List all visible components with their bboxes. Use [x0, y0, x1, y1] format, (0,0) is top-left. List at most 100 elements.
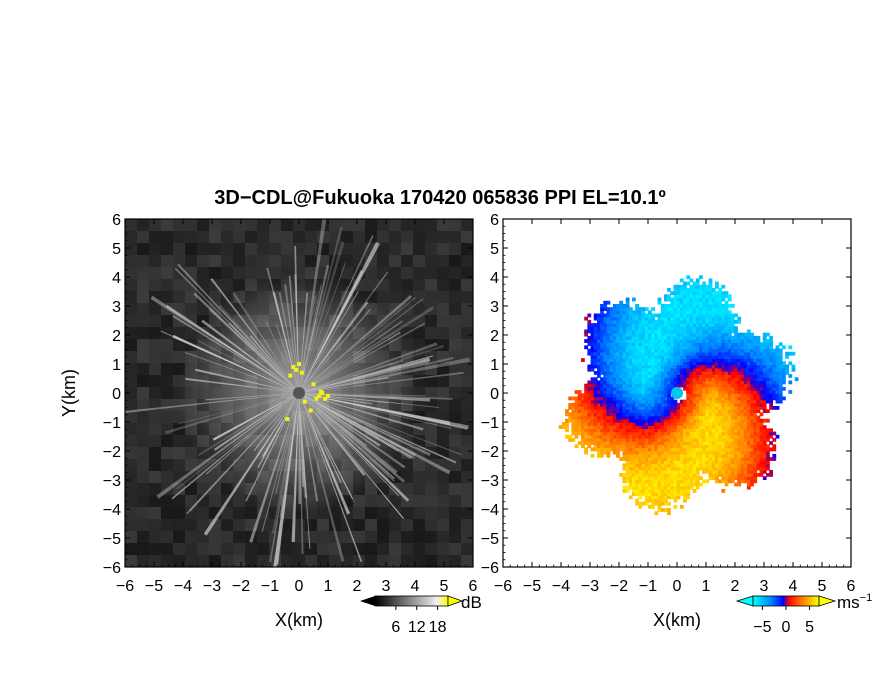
velocity-cell — [606, 335, 611, 340]
velocity-cell — [730, 348, 735, 353]
velocity-cell — [702, 335, 706, 340]
velocity-cell — [724, 463, 729, 468]
noise-cell — [221, 519, 233, 531]
velocity-cell — [705, 422, 710, 426]
velocity-cell — [644, 495, 649, 500]
velocity-cell — [715, 329, 719, 334]
velocity-cell — [730, 441, 735, 445]
velocity-cell — [641, 351, 646, 356]
velocity-cell — [638, 469, 643, 474]
noise-cell — [425, 267, 437, 279]
velocity-cell — [708, 364, 713, 369]
noise-cell — [161, 363, 173, 375]
velocity-cell — [746, 393, 751, 398]
velocity-cell — [638, 339, 643, 343]
velocity-cell — [676, 326, 681, 331]
noise-cell — [185, 231, 197, 243]
velocity-cell — [625, 342, 630, 347]
noise-cell — [317, 231, 329, 243]
velocity-cell — [625, 428, 630, 433]
velocity-cell — [705, 316, 710, 321]
velocity-cell — [679, 441, 684, 445]
velocity-cell — [683, 489, 687, 493]
velocity-cell — [651, 329, 655, 334]
velocity-cell — [743, 390, 748, 394]
velocity-cell — [673, 399, 678, 404]
velocity-cell — [746, 377, 751, 382]
velocity-cell — [628, 434, 633, 439]
velocity-cell — [715, 313, 719, 318]
velocity-cell — [727, 351, 732, 356]
velocity-cell — [664, 319, 668, 324]
velocity-cell — [597, 323, 601, 327]
velocity-cell — [734, 450, 738, 455]
velocity-cell — [737, 351, 742, 356]
velocity-cell — [619, 399, 624, 404]
velocity-cell — [670, 438, 675, 442]
velocity-cell — [715, 304, 719, 308]
velocity-cell — [609, 326, 614, 331]
velocity-cell — [657, 339, 662, 343]
velocity-cell — [724, 371, 729, 375]
velocity-cell — [667, 409, 671, 413]
velocity-cell — [683, 358, 687, 362]
velocity-cell — [660, 307, 665, 311]
velocity-cell — [711, 409, 716, 413]
noise-cell — [437, 399, 449, 411]
velocity-cell — [724, 355, 729, 359]
velocity-cell — [708, 441, 713, 445]
velocity-cell — [705, 434, 710, 439]
noise-cell — [413, 279, 425, 291]
velocity-cell — [590, 415, 595, 420]
velocity-cell — [670, 399, 675, 404]
velocity-cell — [609, 406, 614, 410]
noise-cell — [365, 495, 377, 507]
velocity-cell — [644, 339, 649, 343]
velocity-cell — [670, 355, 675, 359]
velocity-cell — [609, 418, 614, 423]
noise-cell — [401, 303, 413, 315]
velocity-cell — [632, 447, 636, 452]
velocity-cell — [737, 422, 742, 426]
velocity-cell — [705, 479, 710, 484]
velocity-cell — [705, 304, 710, 308]
velocity-cell — [766, 332, 770, 337]
velocity-cell — [660, 342, 665, 347]
velocity-cell — [724, 326, 729, 331]
velocity-cell — [683, 441, 687, 445]
velocity-cell — [641, 374, 646, 378]
velocity-cell — [676, 300, 681, 305]
velocity-cell — [730, 473, 735, 477]
velocity-cell — [708, 390, 713, 394]
noise-cell — [389, 471, 401, 483]
velocity-cell — [606, 371, 611, 375]
velocity-cell — [702, 447, 706, 452]
velocity-cell — [616, 406, 620, 410]
velocity-cell — [619, 415, 624, 420]
velocity-cell — [625, 345, 630, 350]
velocity-cell — [750, 380, 754, 385]
velocity-cell — [635, 447, 639, 452]
velocity-cell — [660, 428, 665, 433]
velocity-cell — [644, 425, 649, 429]
velocity-cell — [664, 304, 668, 308]
velocity-cell — [660, 489, 665, 493]
velocity-cell — [625, 438, 630, 442]
noise-cell — [377, 543, 389, 555]
velocity-cell — [619, 425, 624, 429]
velocity-cell — [711, 310, 716, 315]
velocity-cell — [715, 345, 719, 350]
noise-cell — [401, 471, 413, 483]
velocity-cell — [660, 492, 665, 496]
velocity-cell — [746, 409, 751, 413]
velocity-cell — [730, 380, 735, 385]
velocity-cell — [597, 431, 601, 436]
velocity-cell — [609, 319, 614, 324]
velocity-cell — [616, 386, 620, 391]
velocity-cell — [628, 438, 633, 442]
velocity-cell — [734, 345, 738, 350]
velocity-cell — [638, 358, 643, 362]
velocity-cell — [622, 374, 627, 378]
velocity-cell — [743, 434, 748, 439]
velocity-cell — [683, 284, 687, 289]
